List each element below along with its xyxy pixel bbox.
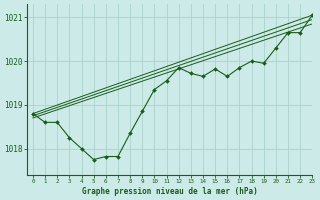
X-axis label: Graphe pression niveau de la mer (hPa): Graphe pression niveau de la mer (hPa)	[82, 187, 258, 196]
